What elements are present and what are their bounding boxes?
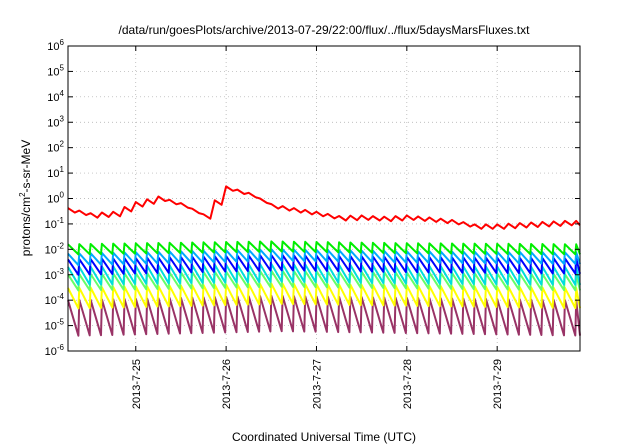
y-tick-label: 102 <box>47 140 64 155</box>
y-tick-label: 103 <box>47 114 64 129</box>
x-axis-ticks: 2013-7-25 2013-7-26 2013-7-27 2013-7-28 2013… <box>131 46 504 409</box>
x-tick-label: 2013-7-29 <box>492 359 504 409</box>
series-line-1 <box>67 240 581 256</box>
y-tick-label: 101 <box>47 165 64 180</box>
x-axis-label: Coordinated Universal Time (UTC) <box>232 430 416 444</box>
y-tick-label: 100 <box>47 191 64 206</box>
y-tick-label: 10-2 <box>45 241 65 256</box>
x-tick-label: 2013-7-28 <box>402 359 414 409</box>
y-axis-label-post: -s-sr-MeV <box>19 140 33 193</box>
x-tick-label: 2013-7-27 <box>311 359 323 409</box>
y-tick-label: 10-4 <box>45 292 65 307</box>
series-line-0 <box>67 185 581 230</box>
series-layer <box>67 185 581 337</box>
y-axis-label-sup: 2 <box>18 192 27 197</box>
y-axis-label: protons/cm2-s-sr-MeV <box>18 140 33 256</box>
y-tick-label: 10-1 <box>45 216 65 231</box>
chart-title: /data/run/goesPlots/archive/2013-07-29/2… <box>119 23 531 37</box>
series-line-7 <box>67 294 581 337</box>
y-tick-label: 104 <box>47 89 64 104</box>
y-tick-label: 10-3 <box>45 267 65 282</box>
x-tick-label: 2013-7-26 <box>221 359 233 409</box>
series-line-6 <box>67 282 581 310</box>
x-tick-label: 2013-7-25 <box>131 359 143 409</box>
y-tick-label: 10-5 <box>45 318 65 333</box>
y-tick-label: 105 <box>47 63 64 78</box>
y-axis-ticks: 10-6 10-5 10-4 10-3 10-2 10-1 100 101 102 103 104 1… <box>45 38 580 358</box>
y-tick-label: 106 <box>47 38 64 53</box>
y-axis-label-pre: protons/cm <box>19 197 33 256</box>
y-tick-label: 10-6 <box>45 343 65 358</box>
